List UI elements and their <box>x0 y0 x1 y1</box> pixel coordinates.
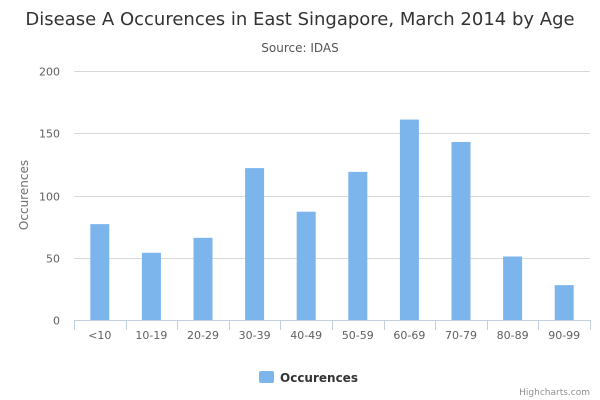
y-tick-label: 200 <box>39 66 60 79</box>
bar-4[interactable] <box>296 211 316 320</box>
bar-6[interactable] <box>399 119 419 321</box>
chart-subtitle: Source: IDAS <box>261 41 338 55</box>
bar-2[interactable] <box>193 237 213 320</box>
x-tick-label: 10-19 <box>135 329 167 342</box>
y-tick-label: 50 <box>46 253 60 266</box>
x-tick-label: 50-59 <box>342 329 374 342</box>
credits-link[interactable]: Highcharts.com <box>519 388 590 398</box>
x-axis: <10 10-19 20-29 30-39 40-49 50-59 60-69 70-79 80… <box>74 320 591 342</box>
x-tick-label: 40-49 <box>290 329 322 342</box>
y-axis-label: Occurences <box>17 160 31 230</box>
bar-3[interactable] <box>245 168 265 320</box>
bar-8[interactable] <box>503 256 523 320</box>
y-axis-ticks: 0 50 100 150 200 <box>39 66 60 328</box>
legend[interactable]: Occurences <box>259 371 358 385</box>
y-tick-label: 100 <box>39 191 60 204</box>
bar-1[interactable] <box>141 252 161 320</box>
x-tick-label: 80-89 <box>497 329 529 342</box>
legend-swatch[interactable] <box>259 371 274 383</box>
bar-0[interactable] <box>90 224 110 320</box>
y-tick-label: 0 <box>53 315 60 328</box>
x-tick-label: 20-29 <box>187 329 219 342</box>
bar-7[interactable] <box>451 141 471 320</box>
chart-title: Disease A Occurences in East Singapore, … <box>25 9 574 30</box>
x-tick-label: 70-79 <box>445 329 477 342</box>
x-tick-label: <10 <box>88 329 111 342</box>
gridlines <box>74 71 590 259</box>
bar-9[interactable] <box>554 285 574 320</box>
y-tick-label: 150 <box>39 128 60 141</box>
x-tick-label: 30-39 <box>239 329 271 342</box>
bar-5[interactable] <box>348 171 368 320</box>
legend-label[interactable]: Occurences <box>280 371 358 385</box>
bar-series <box>90 119 574 321</box>
x-tick-label: 60-69 <box>393 329 425 342</box>
x-tick-label: 90-99 <box>548 329 580 342</box>
